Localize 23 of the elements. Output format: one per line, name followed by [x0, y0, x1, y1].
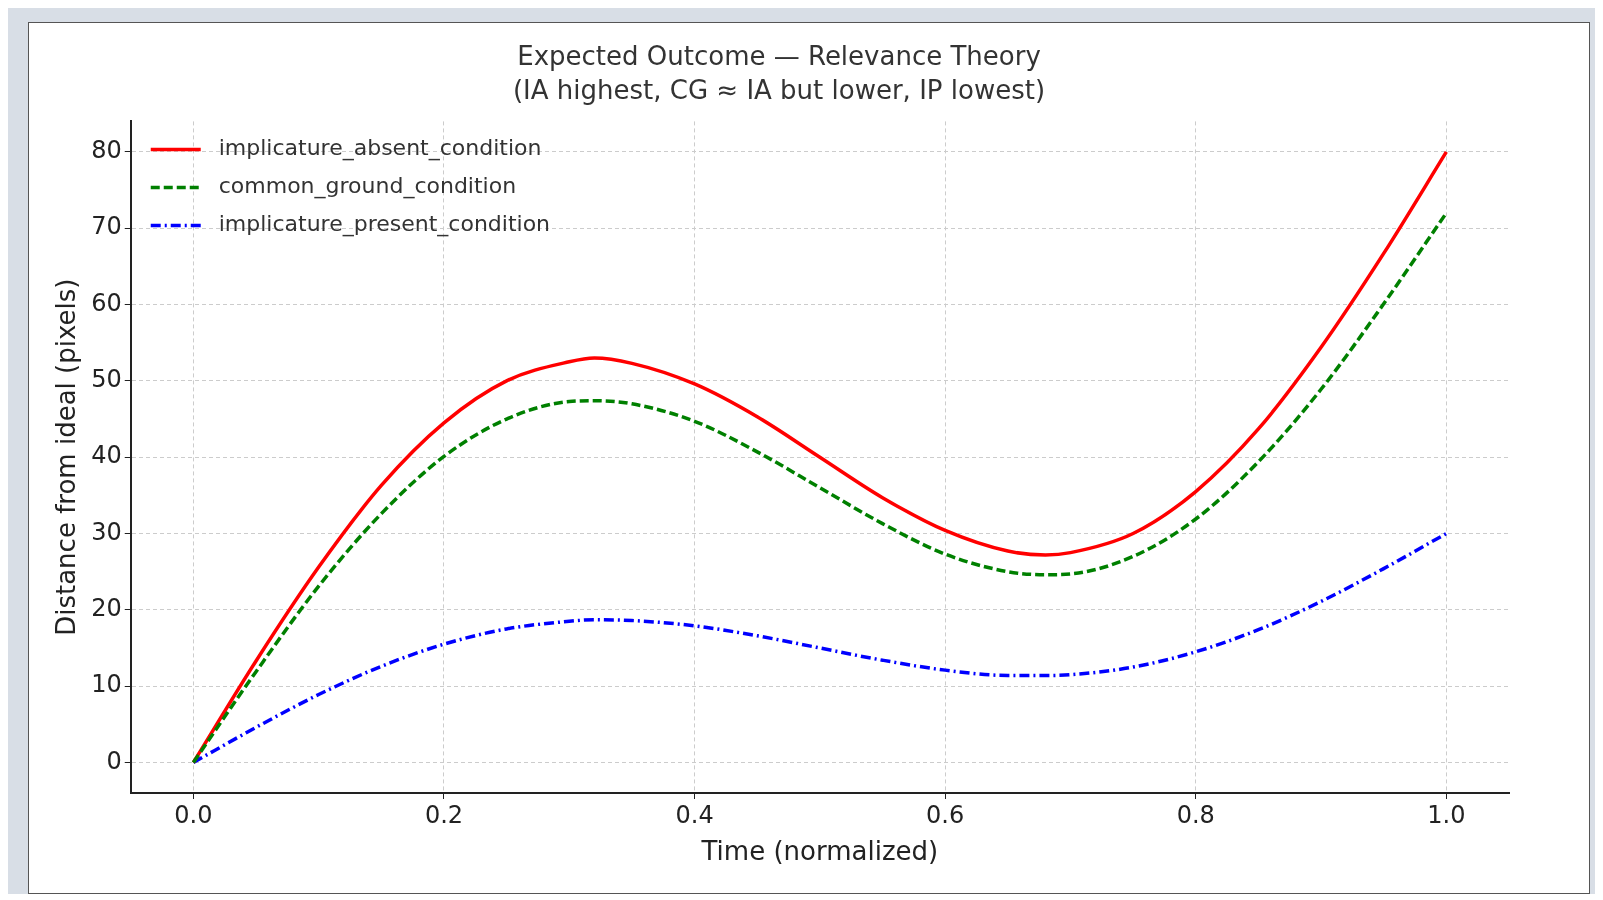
x-tick-label: 0.2 — [424, 800, 464, 829]
y-tick-label: 10 — [91, 670, 122, 699]
x-tick-label: 0.0 — [174, 800, 213, 829]
legend-label: implicature_absent_condition — [218, 135, 542, 162]
x-tick-label: 0.6 — [926, 800, 965, 829]
line-series — [191, 531, 1449, 765]
x-tick-label: 0.4 — [675, 800, 714, 829]
legend-label: common_ground_condition — [218, 173, 517, 200]
y-tick-label: 80 — [91, 136, 122, 165]
chart-subtitle: (IA highest, CG ≈ IA but lower, IP lowest) — [512, 74, 1046, 105]
x-axis-title: Time (normalized) — [700, 836, 939, 867]
x-tick-label: 1.0 — [1427, 800, 1466, 829]
x-tick-label: 0.8 — [1176, 800, 1215, 829]
y-axis-title: Distance from ideal (pixels) — [51, 278, 82, 636]
y-tick-label: 20 — [91, 594, 122, 623]
chart-title: Expected Outcome — Relevance Theory — [517, 41, 1041, 72]
y-tick-label: 60 — [91, 288, 122, 317]
y-tick-label: 30 — [91, 517, 122, 546]
y-tick-label: 0 — [106, 746, 122, 775]
y-tick-label: 70 — [91, 212, 122, 241]
y-tick-label: 50 — [91, 365, 122, 394]
y-tick-label: 40 — [91, 441, 122, 470]
legend-label: implicature_present_condition — [218, 211, 551, 238]
